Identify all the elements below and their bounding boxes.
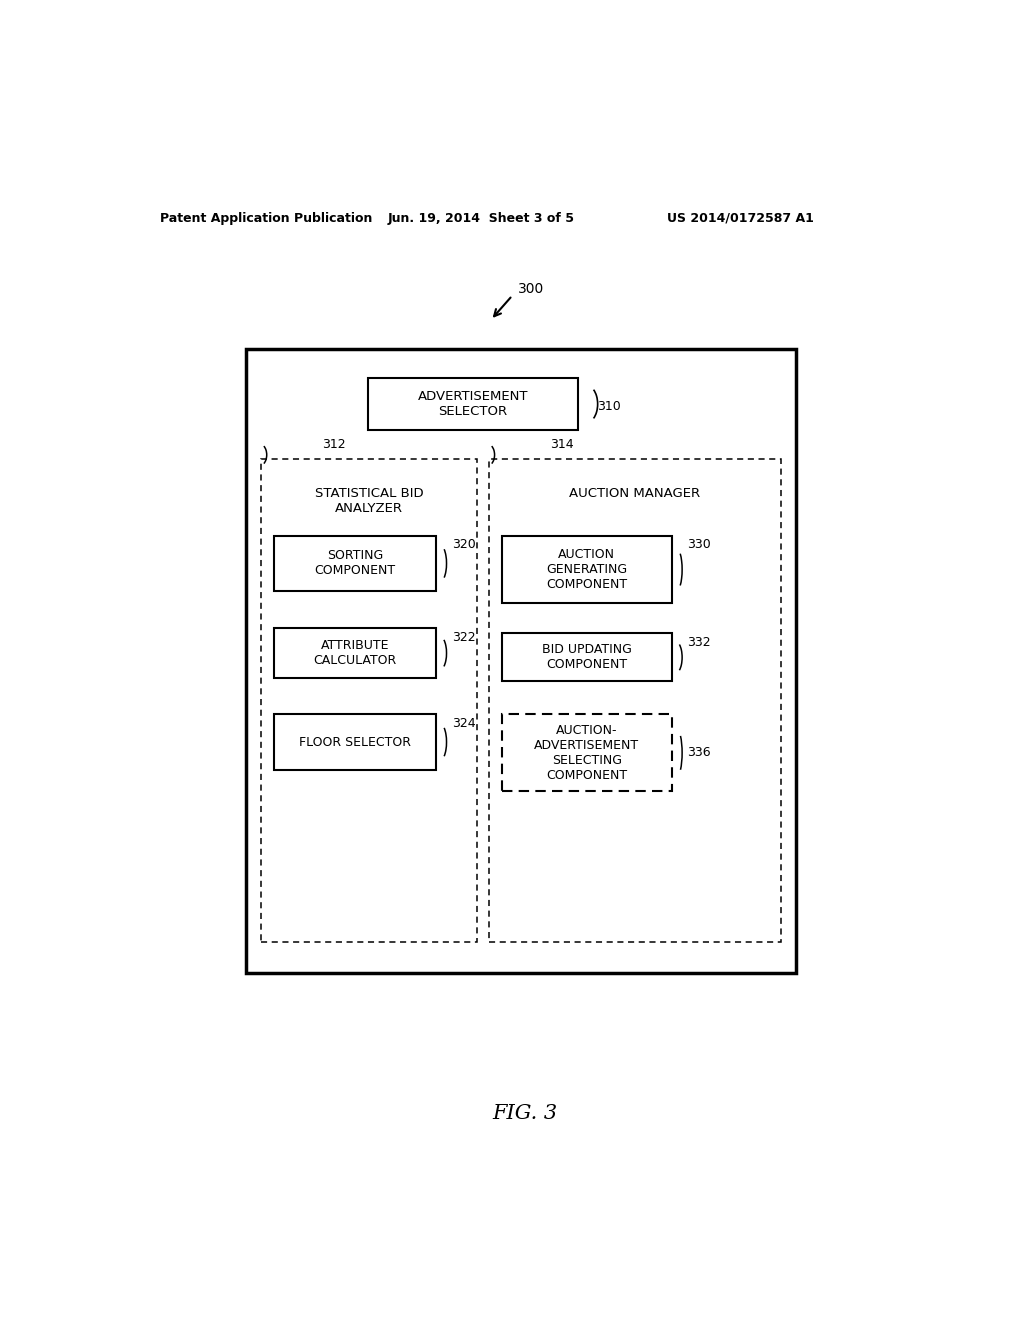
- Bar: [273, 536, 436, 591]
- Text: 312: 312: [322, 438, 345, 451]
- Text: 324: 324: [452, 717, 475, 730]
- Text: 310: 310: [597, 400, 621, 413]
- Bar: [369, 378, 578, 430]
- Text: FIG. 3: FIG. 3: [493, 1104, 557, 1123]
- Bar: [273, 714, 436, 770]
- Text: US 2014/0172587 A1: US 2014/0172587 A1: [667, 213, 814, 224]
- Text: 300: 300: [518, 282, 544, 296]
- Text: BID UPDATING
COMPONENT: BID UPDATING COMPONENT: [542, 643, 632, 672]
- Bar: [489, 459, 780, 942]
- Text: ADVERTISEMENT
SELECTOR: ADVERTISEMENT SELECTOR: [418, 389, 528, 418]
- Text: 320: 320: [452, 539, 476, 552]
- Text: STATISTICAL BID
ANALYZER: STATISTICAL BID ANALYZER: [314, 487, 423, 515]
- Text: 336: 336: [687, 746, 712, 759]
- Text: FLOOR SELECTOR: FLOOR SELECTOR: [299, 735, 411, 748]
- Text: Jun. 19, 2014  Sheet 3 of 5: Jun. 19, 2014 Sheet 3 of 5: [388, 213, 574, 224]
- Text: ATTRIBUTE
CALCULATOR: ATTRIBUTE CALCULATOR: [313, 639, 396, 667]
- Text: Patent Application Publication: Patent Application Publication: [160, 213, 372, 224]
- Text: AUCTION
GENERATING
COMPONENT: AUCTION GENERATING COMPONENT: [546, 548, 628, 591]
- Text: 322: 322: [452, 631, 475, 644]
- Text: 332: 332: [687, 636, 712, 649]
- Text: AUCTION MANAGER: AUCTION MANAGER: [569, 487, 700, 500]
- Bar: [502, 536, 672, 603]
- Bar: [261, 459, 477, 942]
- Bar: [502, 714, 672, 792]
- Bar: [246, 350, 796, 973]
- Bar: [273, 628, 436, 678]
- Bar: [502, 634, 672, 681]
- Text: 314: 314: [550, 438, 573, 451]
- Text: SORTING
COMPONENT: SORTING COMPONENT: [314, 549, 395, 577]
- Text: AUCTION-
ADVERTISEMENT
SELECTING
COMPONENT: AUCTION- ADVERTISEMENT SELECTING COMPONE…: [535, 723, 639, 781]
- Text: 330: 330: [687, 539, 712, 552]
